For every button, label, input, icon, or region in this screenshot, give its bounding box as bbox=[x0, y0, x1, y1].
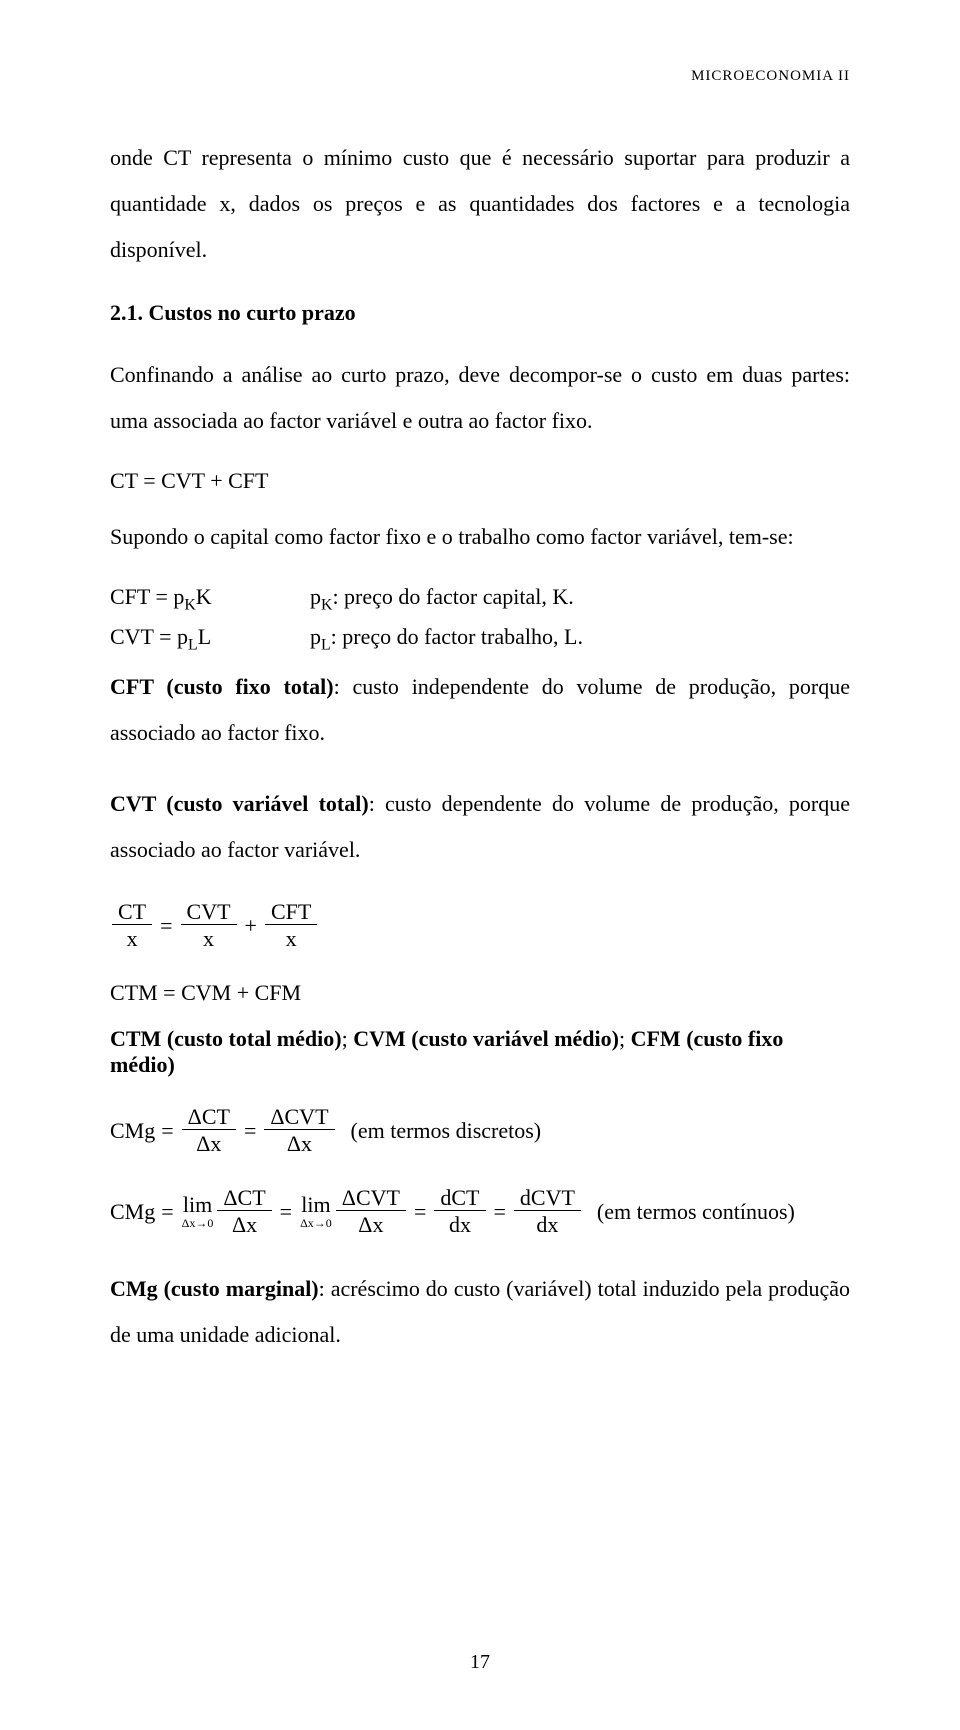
fraction-dct: ΔCT Δx bbox=[217, 1185, 271, 1240]
numerator: dCT bbox=[434, 1185, 485, 1211]
text: K bbox=[196, 584, 212, 609]
section-heading: 2.1. Custos no curto prazo bbox=[110, 300, 850, 326]
text: L bbox=[198, 624, 211, 649]
numerator: ΔCVT bbox=[264, 1104, 334, 1130]
paragraph-shortrun: Confinando a análise ao curto prazo, dev… bbox=[110, 352, 850, 444]
lim-text: lim bbox=[182, 1194, 214, 1216]
numerator: ΔCT bbox=[217, 1185, 271, 1211]
equals: = bbox=[494, 1199, 506, 1225]
numerator: dCVT bbox=[514, 1185, 581, 1211]
paragraph-intro: onde CT representa o mínimo custo que é … bbox=[110, 135, 850, 274]
tail-continuous: (em termos contínuos) bbox=[597, 1199, 795, 1225]
plus: + bbox=[245, 913, 257, 939]
term-cft: CFT (custo fixo total) bbox=[110, 674, 334, 699]
text: CFT = p bbox=[110, 584, 184, 609]
fraction-dcvt: ΔCVT Δx bbox=[264, 1104, 334, 1159]
subscript: L bbox=[321, 637, 331, 654]
denominator: x bbox=[112, 925, 152, 954]
term-cvm: CVM (custo variável médio) bbox=[353, 1026, 619, 1051]
equation-ct: CT = CVT + CFT bbox=[110, 468, 850, 494]
fraction-dcvt-dx: dCVT dx bbox=[514, 1185, 581, 1240]
definition-cft: CFT = pKK pK: preço do factor capital, K… bbox=[110, 584, 850, 610]
text: p bbox=[310, 584, 321, 609]
equation-avg-frac: CT x = CVT x + CFT x bbox=[110, 899, 850, 954]
line-means: CTM (custo total médio); CVM (custo vari… bbox=[110, 1026, 850, 1078]
equals: = bbox=[161, 1199, 173, 1225]
term-ctm: CTM (custo total médio) bbox=[110, 1026, 342, 1051]
denominator: Δx bbox=[336, 1211, 406, 1240]
numerator: CFT bbox=[265, 899, 317, 925]
tail-discrete: (em termos discretos) bbox=[351, 1118, 542, 1144]
paragraph-assume: Supondo o capital como factor fixo e o t… bbox=[110, 514, 850, 560]
text: p bbox=[310, 624, 321, 649]
numerator: CVT bbox=[181, 899, 237, 925]
term-cmg: CMg (custo marginal) bbox=[110, 1276, 319, 1301]
definition-cvt: CVT = pLL pL: preço do factor trabalho, … bbox=[110, 624, 850, 650]
fraction-dct-dx: dCT dx bbox=[434, 1185, 485, 1240]
lim-sub: Δx→0 bbox=[300, 1216, 332, 1230]
lhs: CMg bbox=[110, 1118, 155, 1144]
denominator: Δx bbox=[217, 1211, 271, 1240]
lhs: CMg bbox=[110, 1199, 155, 1225]
fraction-cft: CFT x bbox=[265, 899, 317, 954]
equals: = bbox=[160, 913, 172, 939]
denominator: dx bbox=[434, 1211, 485, 1240]
paragraph-cmg-def: CMg (custo marginal): acréscimo do custo… bbox=[110, 1266, 850, 1358]
numerator: ΔCVT bbox=[336, 1185, 406, 1211]
paragraph-cvt-def: CVT (custo variável total): custo depend… bbox=[110, 781, 850, 873]
limit-1: lim Δx→0 bbox=[182, 1194, 214, 1230]
equation-cmg-discrete: CMg = ΔCT Δx = ΔCVT Δx (em termos discre… bbox=[110, 1104, 850, 1159]
subscript: K bbox=[321, 597, 332, 614]
definition-cvt-right: pL: preço do factor trabalho, L. bbox=[310, 624, 850, 650]
numerator: CT bbox=[112, 899, 152, 925]
fraction-dct: ΔCT Δx bbox=[182, 1104, 236, 1159]
definition-cft-right: pK: preço do factor capital, K. bbox=[310, 584, 850, 610]
text: ; bbox=[619, 1026, 631, 1051]
subscript: L bbox=[188, 637, 198, 654]
denominator: x bbox=[181, 925, 237, 954]
definition-cft-left: CFT = pKK bbox=[110, 584, 310, 610]
denominator: Δx bbox=[264, 1130, 334, 1159]
paragraph-cft-def: CFT (custo fixo total): custo independen… bbox=[110, 664, 850, 756]
denominator: x bbox=[265, 925, 317, 954]
fraction-ct: CT x bbox=[112, 899, 152, 954]
denominator: Δx bbox=[182, 1130, 236, 1159]
subscript: K bbox=[184, 597, 195, 614]
running-header: MICROECONOMIA II bbox=[110, 68, 850, 85]
text: CVT = p bbox=[110, 624, 188, 649]
text: : preço do factor capital, K. bbox=[332, 584, 573, 609]
equation-cmg-continuous: CMg = lim Δx→0 ΔCT Δx = lim Δx→0 ΔCVT Δx… bbox=[110, 1185, 850, 1240]
lim-sub: Δx→0 bbox=[182, 1216, 214, 1230]
text: : preço do factor trabalho, L. bbox=[331, 624, 583, 649]
fraction-cvt: CVT x bbox=[181, 899, 237, 954]
equation-ctm: CTM = CVM + CFM bbox=[110, 980, 850, 1006]
term-cvt: CVT (custo variável total) bbox=[110, 791, 369, 816]
equals: = bbox=[244, 1118, 256, 1144]
denominator: dx bbox=[514, 1211, 581, 1240]
lim-text: lim bbox=[300, 1194, 332, 1216]
definition-cvt-left: CVT = pLL bbox=[110, 624, 310, 650]
page: MICROECONOMIA II onde CT representa o mí… bbox=[0, 0, 960, 1730]
text: ; bbox=[342, 1026, 354, 1051]
limit-2: lim Δx→0 bbox=[300, 1194, 332, 1230]
page-number: 17 bbox=[0, 1651, 960, 1674]
fraction-dcvt: ΔCVT Δx bbox=[336, 1185, 406, 1240]
numerator: ΔCT bbox=[182, 1104, 236, 1130]
equals: = bbox=[414, 1199, 426, 1225]
equals: = bbox=[161, 1118, 173, 1144]
equals: = bbox=[280, 1199, 292, 1225]
